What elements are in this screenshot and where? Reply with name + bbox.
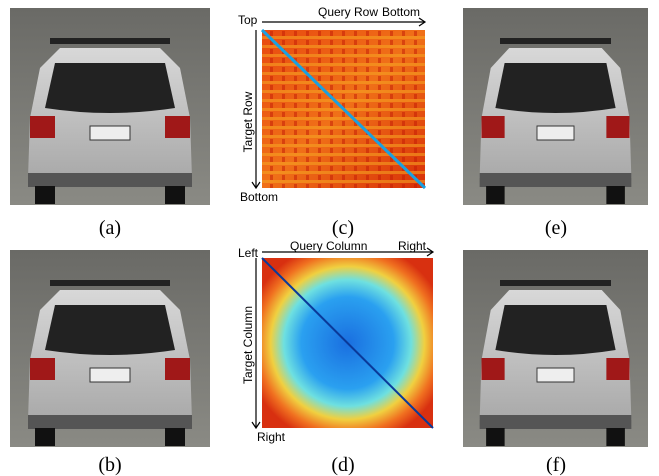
col-start: Left bbox=[238, 246, 259, 260]
caption: (f) bbox=[546, 454, 566, 476]
col-x-end: Right bbox=[398, 239, 427, 253]
row-x-axis: Query Row bbox=[318, 5, 378, 19]
caption: (a) bbox=[99, 217, 121, 239]
figure: Top Query Row Bottom Target Row Bottom L… bbox=[0, 0, 659, 476]
photo-a bbox=[10, 8, 210, 205]
col-y-axis: Target Column bbox=[241, 306, 255, 384]
row-y-axis: Target Row bbox=[241, 91, 255, 152]
row-y-end: Bottom bbox=[240, 190, 278, 204]
row-heatmap bbox=[262, 30, 425, 188]
caption: (e) bbox=[545, 217, 567, 239]
photo-f bbox=[463, 250, 648, 447]
row-x-end: Bottom bbox=[382, 5, 420, 19]
col-y-end: Right bbox=[257, 430, 286, 444]
photo-e bbox=[463, 8, 648, 205]
column-heatmap bbox=[262, 258, 433, 428]
caption: (c) bbox=[332, 217, 354, 239]
photo-b bbox=[10, 250, 210, 447]
caption: (d) bbox=[331, 454, 354, 476]
caption: (b) bbox=[98, 454, 121, 476]
col-x-axis: Query Column bbox=[290, 239, 367, 253]
row-start: Top bbox=[238, 13, 258, 27]
